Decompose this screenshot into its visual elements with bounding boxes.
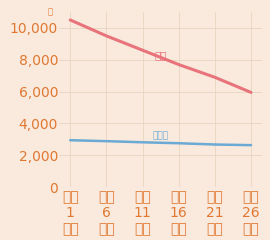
Text: 人口: 人口 <box>154 50 167 60</box>
Text: 人: 人 <box>48 8 53 17</box>
Text: 世帯数: 世帯数 <box>153 132 169 141</box>
